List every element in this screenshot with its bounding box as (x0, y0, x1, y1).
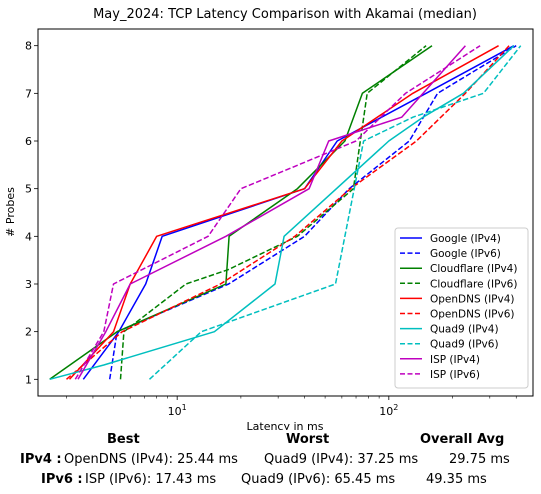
summary-avg-ipv4: 29.75 ms (449, 452, 510, 467)
y-tick-label-7: 7 (25, 87, 32, 100)
summary-best-ipv6: ISP (IPv6): 17.43 ms (85, 472, 217, 487)
series-line-quad9-ipv6 (148, 45, 522, 380)
y-tick-label-5: 5 (25, 183, 32, 196)
summary-table: Best Worst Overall Avg IPv4 : OpenDNS (I… (0, 430, 541, 494)
legend-label-google-ipv4: Google (IPv4) (430, 233, 501, 245)
legend-label-quad9-ipv6: Quad9 (IPv6) (430, 339, 499, 351)
y-tick-label-4: 4 (25, 230, 32, 243)
y-tick-label-1: 1 (25, 373, 32, 386)
legend-label-opendns-ipv4: OpenDNS (IPv4) (430, 293, 515, 305)
series-line-quad9-ipv4 (49, 45, 515, 381)
series-line-opendns-ipv4 (68, 45, 499, 380)
series-line-cloudflare-ipv6 (119, 45, 427, 380)
legend-box (394, 227, 529, 389)
latency-chart: May_2024: TCP Latency Comparison with Ak… (4, 7, 534, 430)
x-axis-label: Latency in ms (247, 420, 324, 430)
summary-header-avg: Overall Avg (420, 432, 505, 447)
series-line-google-ipv4 (82, 45, 515, 380)
summary-header-worst: Worst (286, 432, 330, 447)
y-tick-label-8: 8 (25, 40, 32, 53)
summary-row-label-ipv6: IPv6 : (41, 472, 83, 487)
summary-header-best: Best (107, 432, 140, 447)
x-tick-label-100: 102 (379, 403, 398, 418)
summary-worst-ipv4: Quad9 (IPv4): 37.25 ms (264, 452, 419, 467)
series-line-cloudflare-ipv4 (49, 45, 433, 380)
plot-frame (37, 28, 534, 397)
summary-avg-ipv6: 49.35 ms (426, 472, 487, 487)
summary-row-label-ipv4: IPv4 : (20, 452, 62, 467)
y-axis-label: # Probes (4, 187, 17, 237)
y-tick-label-2: 2 (25, 326, 32, 339)
series-line-isp-ipv6 (74, 45, 481, 380)
legend-label-quad9-ipv4: Quad9 (IPv4) (430, 324, 499, 336)
x-tick-label-10: 101 (168, 403, 187, 418)
chart-title: May_2024: TCP Latency Comparison with Ak… (93, 7, 477, 22)
legend-label-opendns-ipv6: OpenDNS (IPv6) (430, 309, 515, 321)
y-tick-label-6: 6 (25, 135, 32, 148)
series-line-isp-ipv4 (77, 45, 466, 380)
summary-worst-ipv6: Quad9 (IPv6): 65.45 ms (241, 472, 396, 487)
legend-label-cloudflare-ipv6: Cloudflare (IPv6) (430, 278, 517, 290)
summary-best-ipv4: OpenDNS (IPv4): 25.44 ms (64, 452, 238, 467)
legend-label-isp-ipv6: ISP (IPv6) (430, 369, 480, 381)
legend-label-cloudflare-ipv4: Cloudflare (IPv4) (430, 263, 517, 275)
chart-legend: Google (IPv4) Google (IPv6) Cloudflare (IP… (394, 227, 529, 389)
y-tick-label-3: 3 (25, 278, 32, 291)
legend-label-isp-ipv4: ISP (IPv4) (430, 354, 480, 366)
series-line-opendns-ipv6 (66, 45, 510, 380)
legend-label-google-ipv6: Google (IPv6) (430, 248, 501, 260)
